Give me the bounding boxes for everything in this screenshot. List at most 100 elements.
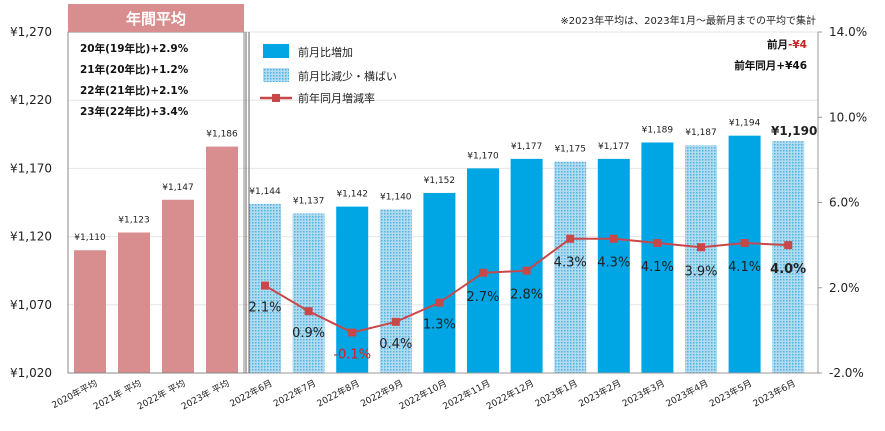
bar-14 bbox=[641, 142, 674, 373]
bars bbox=[74, 135, 805, 373]
yoy-label: 前年同月 bbox=[734, 59, 776, 72]
yoy-value-label: 2.8% bbox=[510, 288, 543, 303]
yoy-value-label: 3.9% bbox=[684, 264, 717, 279]
y-tick-right: -2.0% bbox=[829, 366, 864, 380]
x-tick-label: 2023年1月 bbox=[533, 377, 580, 409]
y-tick-right: 2.0% bbox=[829, 281, 860, 295]
x-tick-label: 2022年10月 bbox=[397, 377, 449, 412]
yoy-value-label: 1.3% bbox=[423, 318, 456, 333]
yoy-annotation: 前年同月+¥46 bbox=[734, 59, 807, 72]
annual-line-1: 20年(19年比)+2.9% bbox=[80, 42, 189, 55]
bar-9 bbox=[423, 192, 456, 373]
bar-16 bbox=[728, 135, 761, 373]
legend-label-down: 前月比減少・横ばい bbox=[298, 69, 397, 83]
legend: 前月比増加 前月比減少・横ばい 前年同月増減率 bbox=[260, 44, 397, 105]
x-tick-label: 2020年平均 bbox=[50, 377, 100, 411]
x-tick-label: 2021年 平均 bbox=[91, 377, 143, 412]
mom-annotation: 前月-¥4 bbox=[767, 38, 807, 51]
yoy-value-label: 2.7% bbox=[466, 290, 499, 305]
legend-swatch-up bbox=[263, 44, 289, 58]
yoy-point bbox=[348, 328, 357, 337]
y-tick-left: ¥1,220 bbox=[10, 93, 52, 107]
bar-13 bbox=[597, 158, 630, 373]
bar-value-label: ¥1,110 bbox=[74, 233, 106, 243]
data-labels: ¥1,110 ¥1,123 ¥1,147 ¥1,186 ¥1,144 ¥1,137 ¥1,1… bbox=[74, 119, 817, 363]
legend-label-line: 前年同月増減率 bbox=[298, 91, 375, 105]
yoy-point bbox=[391, 317, 400, 326]
x-tick-label: 2022年 平均 bbox=[135, 377, 187, 412]
yoy-point bbox=[304, 307, 313, 316]
annual-panel-header bbox=[68, 4, 244, 32]
bar-1 bbox=[74, 250, 106, 373]
annual-line-3: 22年(21年比)+2.1% bbox=[80, 84, 189, 97]
bar-6 bbox=[292, 213, 325, 373]
yoy-value-label: 4.1% bbox=[641, 260, 674, 275]
yoy-value-label: 0.4% bbox=[379, 337, 412, 352]
bar-value-label: ¥1,137 bbox=[293, 196, 325, 206]
yoy-value-label: 2.1% bbox=[248, 301, 281, 316]
bar-value-label: ¥1,186 bbox=[206, 130, 238, 140]
x-tick-label: 2023年 平均 bbox=[179, 377, 231, 412]
bar-value-label: ¥1,177 bbox=[511, 142, 543, 152]
yoy-point bbox=[435, 298, 444, 307]
legend-swatch-down bbox=[263, 68, 289, 82]
x-tick-label: 2023年2月 bbox=[576, 377, 623, 409]
yoy-point bbox=[653, 238, 662, 247]
y-tick-right: 14.0% bbox=[829, 25, 867, 39]
yoy-value-label: 0.9% bbox=[292, 326, 325, 341]
yoy-value: +¥46 bbox=[776, 60, 807, 72]
yoy-point bbox=[697, 243, 705, 252]
yoy-point bbox=[566, 234, 575, 243]
bar-8 bbox=[379, 209, 412, 373]
bar-value-label: ¥1,175 bbox=[554, 145, 586, 155]
yoy-value-label: 4.1% bbox=[728, 260, 761, 275]
x-tick-label: 2022年8月 bbox=[315, 377, 362, 409]
bar-12 bbox=[554, 161, 587, 373]
y-tick-left: ¥1,070 bbox=[10, 298, 52, 312]
y-tick-left: ¥1,020 bbox=[10, 366, 52, 380]
bar-value-label: ¥1,147 bbox=[162, 183, 194, 193]
y-tick-left: ¥1,170 bbox=[10, 161, 52, 175]
mom-label: 前月 bbox=[767, 38, 788, 51]
bar-17 bbox=[772, 141, 805, 373]
yoy-point bbox=[522, 266, 531, 275]
x-tick-label: 2023年4月 bbox=[664, 377, 711, 409]
bar-3 bbox=[162, 199, 194, 373]
x-tick-label: 2023年3月 bbox=[620, 377, 667, 409]
bar-value-label: ¥1,170 bbox=[467, 151, 499, 161]
yoy-point bbox=[609, 234, 618, 243]
bar-value-label: ¥1,187 bbox=[685, 128, 717, 138]
y-tick-left: ¥1,270 bbox=[10, 25, 52, 39]
annual-line-4: 23年(22年比)+3.4% bbox=[80, 105, 189, 118]
bar-value-label: ¥1,144 bbox=[249, 187, 281, 197]
yoy-point bbox=[261, 281, 269, 290]
bar-value-label: ¥1,140 bbox=[380, 192, 412, 202]
bar-value-label: ¥1,123 bbox=[118, 216, 150, 226]
y-tick-left: ¥1,120 bbox=[10, 230, 52, 244]
bar-value-label: ¥1,194 bbox=[729, 119, 761, 129]
yoy-value-label: -0.1% bbox=[333, 348, 371, 363]
bar-value-label: ¥1,177 bbox=[598, 142, 630, 152]
y-tick-right: 6.0% bbox=[829, 196, 860, 210]
x-tick-label: 2022年6月 bbox=[228, 377, 275, 409]
bar-value-label: ¥1,142 bbox=[336, 190, 368, 200]
bar-value-label: ¥1,152 bbox=[424, 176, 456, 186]
bar-11 bbox=[510, 158, 543, 373]
bar-2 bbox=[118, 232, 150, 373]
mom-value: -¥4 bbox=[788, 39, 807, 51]
legend-swatch-marker bbox=[272, 94, 280, 102]
x-tick-label: 2022年12月 bbox=[484, 377, 536, 412]
x-tick-label: 2022年11月 bbox=[441, 377, 493, 412]
note: ※2023年平均は、2023年1月～最新月までの平均で集計 bbox=[560, 14, 816, 27]
bar-value-label: ¥1,189 bbox=[642, 125, 674, 135]
yoy-value-label: 4.3% bbox=[554, 256, 587, 271]
yoy-point bbox=[479, 268, 487, 277]
x-tick-label: 2023年5月 bbox=[707, 377, 754, 409]
y-tick-right: 10.0% bbox=[829, 110, 867, 124]
bar-7 bbox=[336, 206, 369, 373]
x-tick-label: 2022年7月 bbox=[271, 377, 318, 409]
yoy-line bbox=[261, 234, 793, 337]
yoy-value-label: 4.0% bbox=[770, 262, 806, 277]
annual-panel-title: 年間平均 bbox=[126, 10, 186, 28]
